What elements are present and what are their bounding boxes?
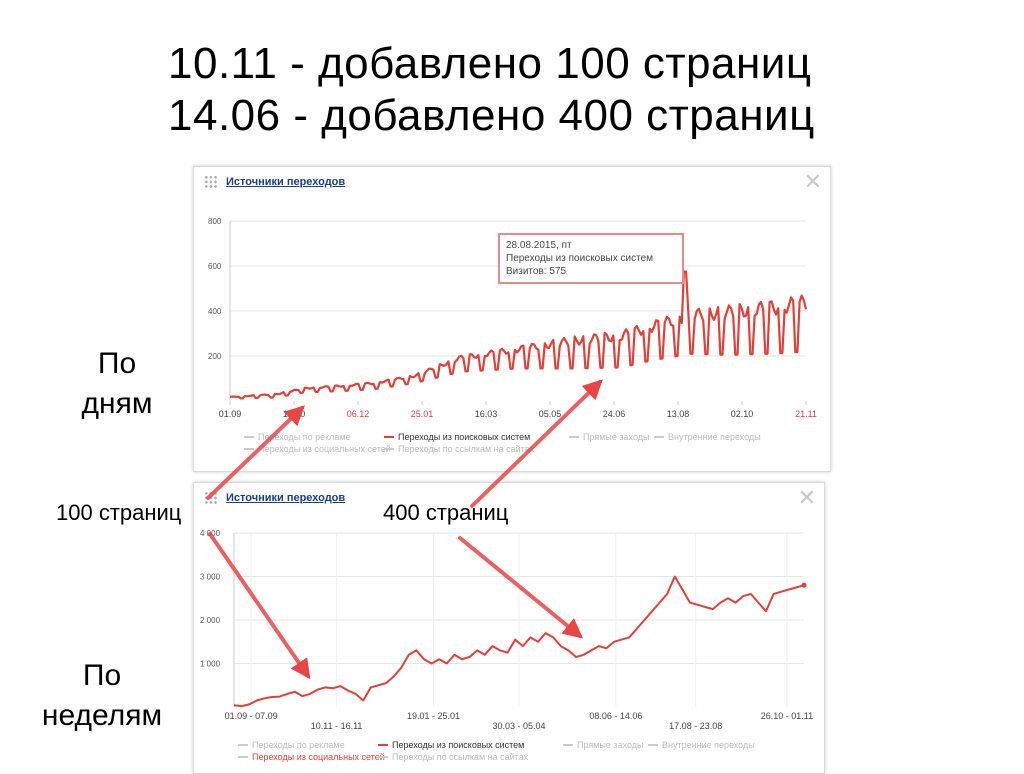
x-tick-label: 24.06 [603, 409, 626, 419]
label-by-days: По дням [62, 344, 172, 424]
x-tick-label: 19.01 - 25.01 [407, 711, 460, 721]
legend-item: Переходы по ссылкам на сайтах [398, 444, 535, 454]
legend-item: Внутренние переходы [668, 432, 761, 442]
legend-item: Переходы из социальных сетей [252, 752, 385, 762]
legend-item: Прямые заходы [577, 740, 643, 750]
y-tick-label: 1 000 [200, 660, 221, 669]
legend-item: Прямые заходы [583, 432, 649, 442]
daily-panel-title[interactable]: Источники переходов [226, 176, 346, 188]
x-tick-label: 01.09 [219, 409, 242, 419]
legend-item: Внутренние переходы [662, 740, 755, 750]
title-line-2: 14.06 - добавлено 400 страниц [168, 91, 815, 140]
legend-item: Переходы по ссылкам на сайтах [392, 752, 529, 762]
weekly-chart-panel: Источники переходов ✕ 4 000 3 000 2 000 1 0… [193, 482, 825, 774]
legend-item: Переходы из поисковых систем [398, 432, 530, 442]
legend-item: Переходы по рекламе [252, 740, 345, 750]
tooltip-series: Переходы из поисковых систем [506, 253, 654, 264]
y-tick-label: 3 000 [200, 573, 221, 582]
slide-title: 10.11 - добавлено 100 страниц 14.06 - до… [168, 38, 815, 142]
weekly-line-chart: 4 000 3 000 2 000 1 000 01.09 - 07.09 10.11 -… [200, 529, 813, 762]
label-by-days-line-2: дням [81, 387, 153, 420]
daily-line-chart: 800 600 400 200 01.09 18.10 06.12 25.01 16.03 05.… [208, 217, 817, 454]
legend-item: Переходы из социальных сетей [258, 444, 391, 454]
y-tick-label: 200 [208, 352, 222, 361]
series-end-point [801, 582, 807, 588]
tooltip-value: Визитов: 575 [506, 266, 567, 277]
y-tick-label: 2 000 [200, 616, 221, 625]
x-tick-label: 13.08 [667, 409, 690, 419]
annotation-400-pages: 400 страниц [383, 500, 509, 525]
label-by-weeks-line-1: По [82, 659, 122, 692]
y-tick-label: 4 000 [200, 529, 221, 538]
annotation-100-pages: 100 страниц [56, 500, 182, 525]
x-tick-label: 10.11 - 16.11 [311, 721, 363, 731]
x-tick-label: 26.10 - 01.11 [761, 711, 813, 721]
chart-tooltip: 28.08.2015, пт Переходы из поисковых сис… [498, 233, 684, 284]
x-tick-label: 21.11 [795, 409, 817, 419]
series-line-search [229, 270, 808, 400]
label-by-weeks: По неделям [22, 656, 182, 736]
legend-item: Переходы по рекламе [258, 432, 351, 442]
series-line-search [233, 575, 805, 708]
x-tick-label: 17.08 - 23.08 [669, 721, 722, 731]
close-icon[interactable]: ✕ [803, 169, 822, 194]
x-tick-label: 01.09 - 07.09 [225, 711, 278, 721]
x-tick-label: 30.03 - 05.04 [492, 721, 545, 731]
x-tick-label: 02.10 [731, 409, 754, 419]
y-tick-label: 400 [208, 307, 222, 316]
close-icon[interactable]: ✕ [797, 485, 816, 510]
x-tick-label: 18.10 [283, 409, 306, 419]
x-tick-label: 08.06 - 14.06 [589, 711, 642, 721]
tooltip-date: 28.08.2015, пт [506, 240, 572, 251]
legend-item: Переходы из поисковых систем [392, 740, 524, 750]
label-by-weeks-line-2: неделям [41, 699, 163, 732]
x-tick-label: 25.01 [411, 409, 434, 419]
label-by-days-line-1: По [97, 347, 137, 380]
y-tick-label: 800 [208, 217, 222, 226]
y-tick-label: 600 [208, 262, 222, 271]
drag-grip-icon[interactable] [204, 175, 218, 189]
daily-panel-header[interactable]: Источники переходов [204, 175, 345, 189]
x-tick-label: 16.03 [475, 409, 498, 419]
daily-chart-panel: Источники переходов ✕ 800 600 400 200 01.09 1… [193, 166, 831, 472]
x-tick-label: 05.05 [539, 409, 562, 419]
title-line-1: 10.11 - добавлено 100 страниц [168, 39, 812, 88]
x-tick-label: 06.12 [347, 409, 370, 419]
